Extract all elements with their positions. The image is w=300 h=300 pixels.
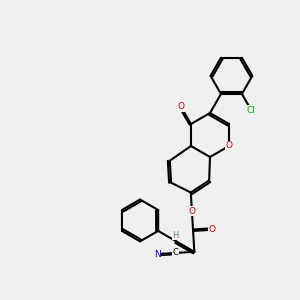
Text: O: O — [188, 207, 195, 216]
Text: O: O — [208, 225, 215, 234]
Text: O: O — [178, 102, 184, 111]
Text: C: C — [173, 248, 178, 257]
Text: Cl: Cl — [247, 106, 256, 115]
Text: O: O — [226, 142, 232, 151]
Text: H: H — [172, 231, 178, 240]
Text: N: N — [154, 250, 160, 259]
